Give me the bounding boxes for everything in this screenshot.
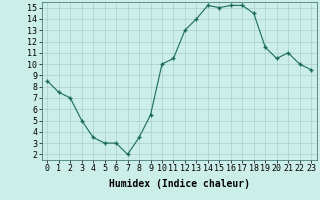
X-axis label: Humidex (Indice chaleur): Humidex (Indice chaleur) — [109, 179, 250, 189]
